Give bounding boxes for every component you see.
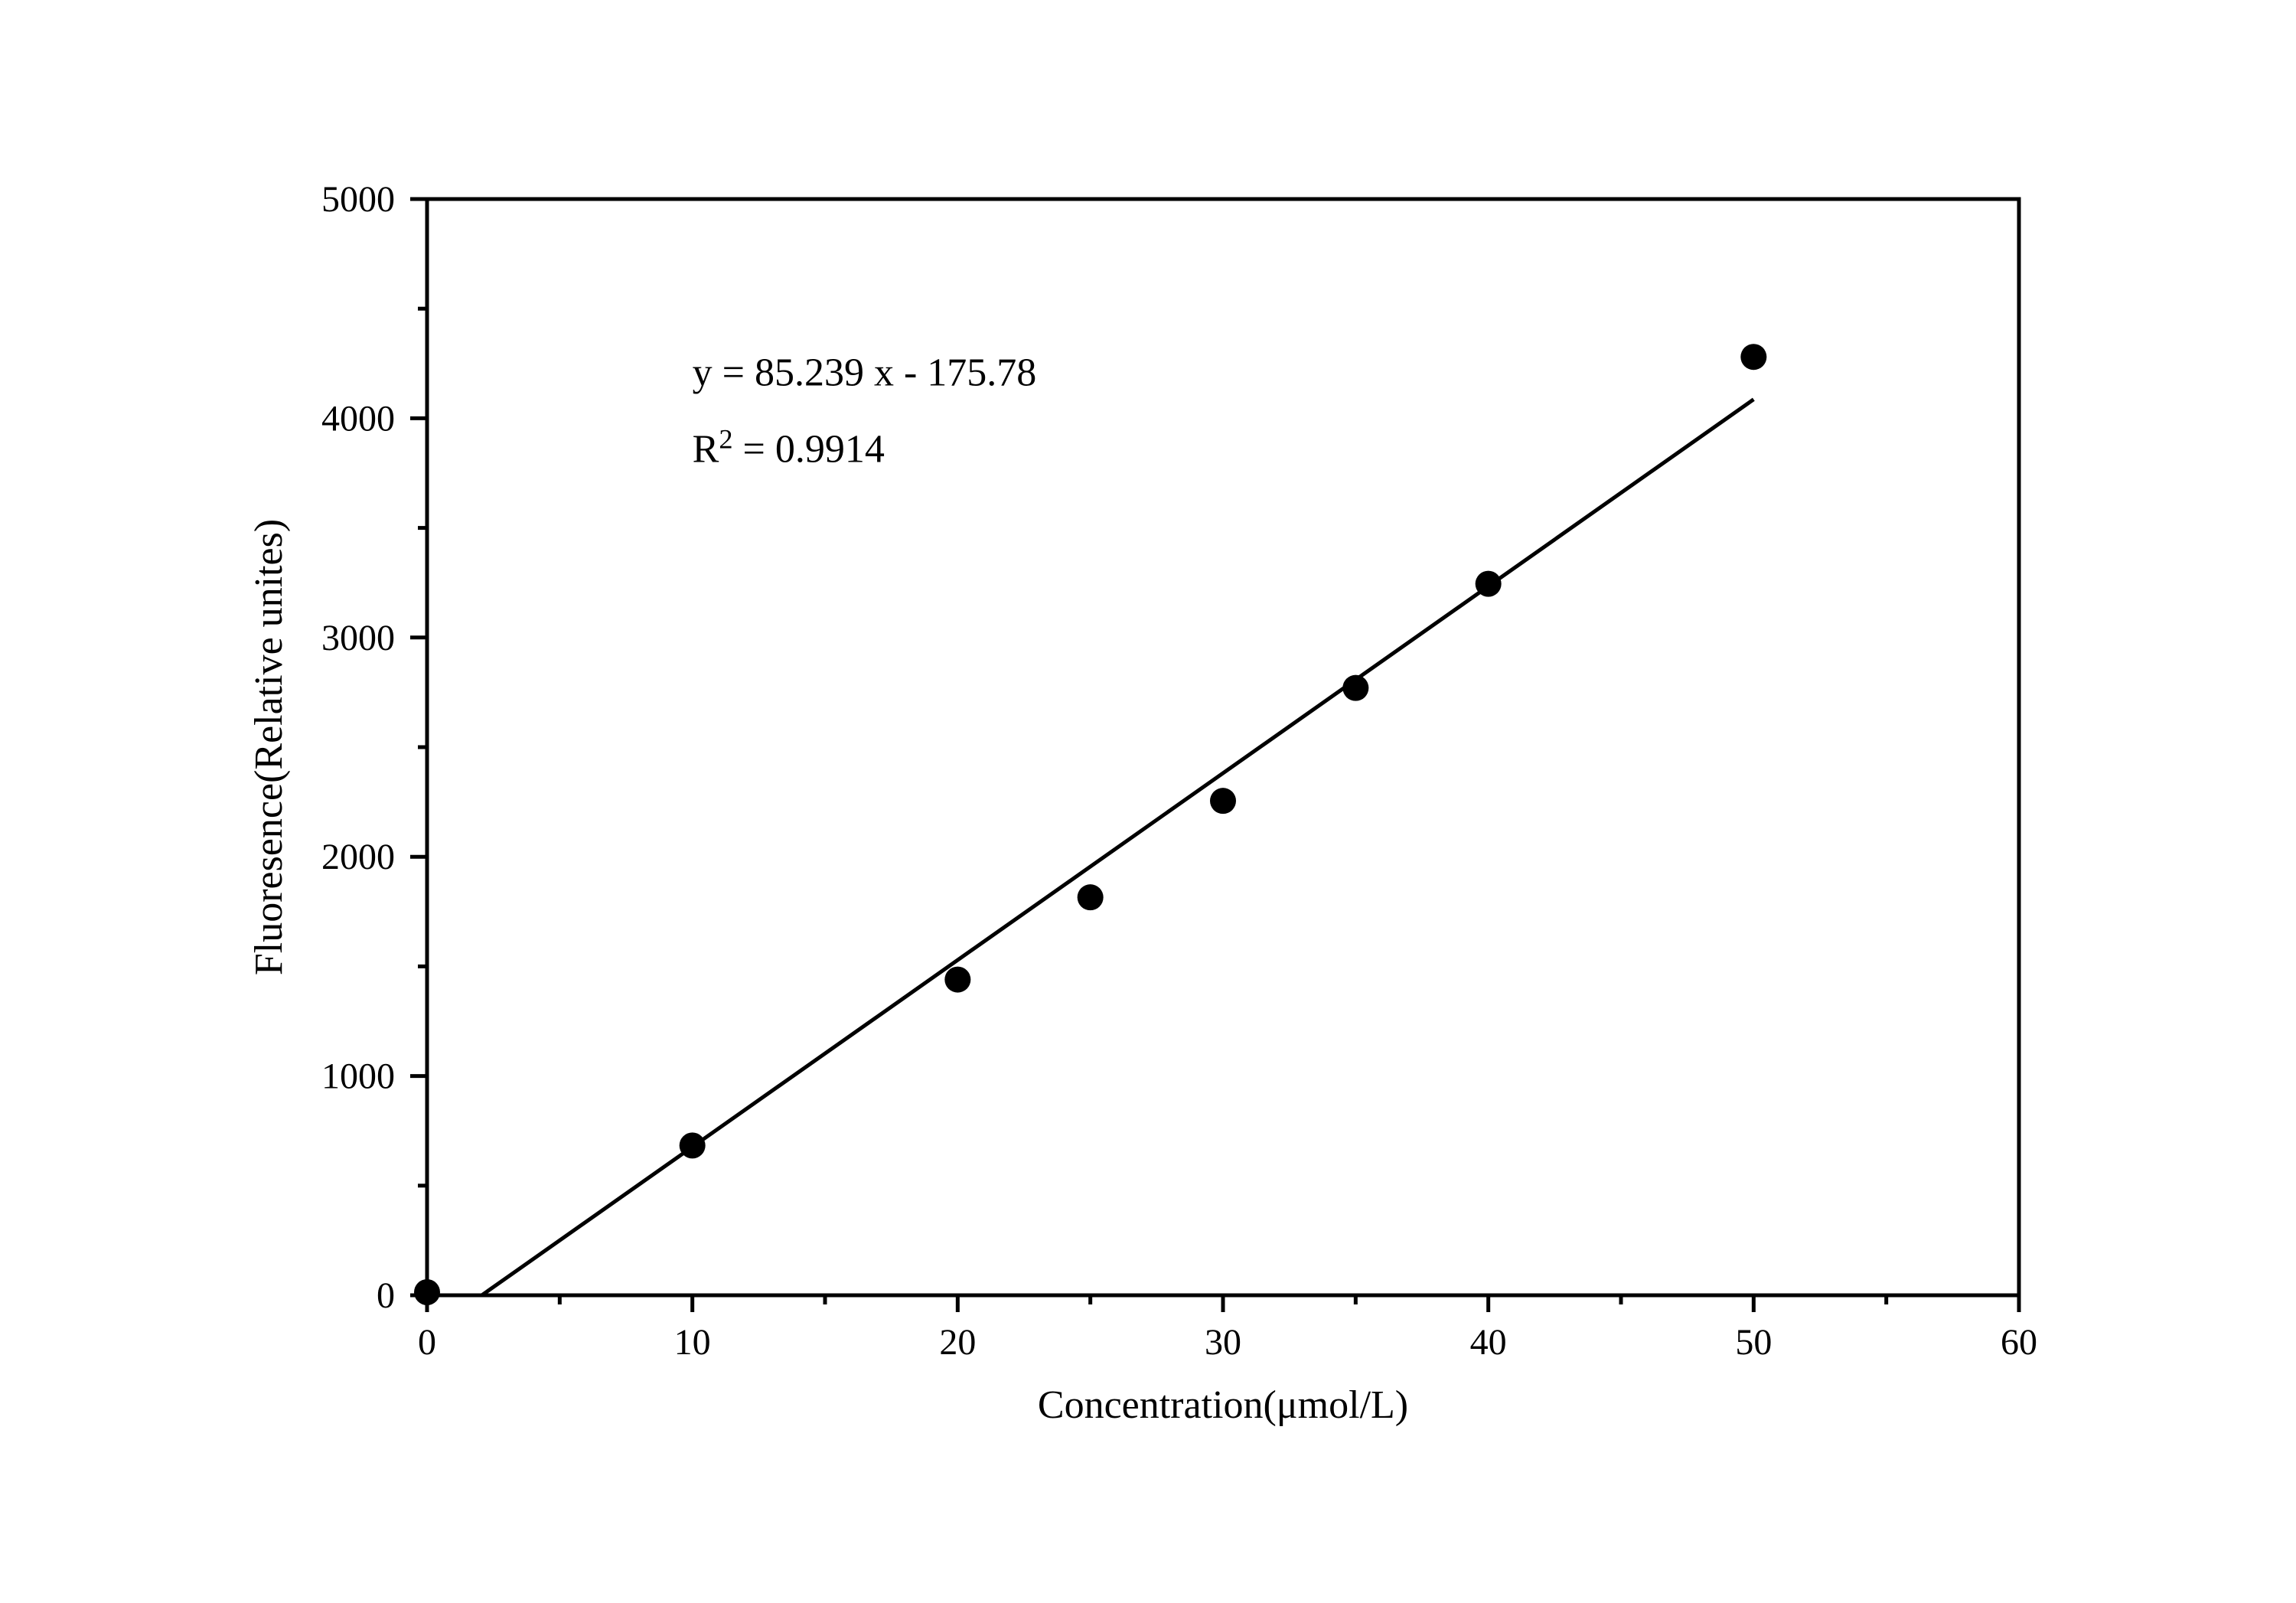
- equation-annotation: y = 85.239 x - 175.78: [693, 351, 1037, 394]
- scatter-chart: 0 10 20 30 40 50 60 Concentration(μmol/L) 0 1000 2…: [0, 0, 2296, 1603]
- data-point: [414, 1279, 440, 1305]
- x-tick-label: 50: [1735, 1322, 1772, 1363]
- y-tick-label: 4000: [321, 398, 395, 439]
- x-tick-label: 40: [1470, 1322, 1507, 1363]
- x-tick-label: 60: [2001, 1322, 2037, 1363]
- y-tick-label: 5000: [321, 179, 395, 220]
- y-axis-label: Fluoresence(Relative unites): [247, 519, 291, 975]
- y-tick-label: 0: [377, 1275, 395, 1316]
- y-tick-label: 2000: [321, 837, 395, 877]
- data-point: [1476, 571, 1502, 597]
- data-point: [1210, 788, 1236, 814]
- data-point: [1740, 344, 1766, 370]
- data-point: [680, 1132, 706, 1158]
- x-tick-label: 10: [674, 1322, 711, 1363]
- data-point: [944, 967, 970, 993]
- chart-container: 0 10 20 30 40 50 60 Concentration(μmol/L) 0 1000 2…: [0, 0, 2296, 1603]
- y-tick-label: 1000: [321, 1056, 395, 1097]
- x-tick-label: 20: [939, 1322, 976, 1363]
- y-tick-label: 3000: [321, 618, 395, 658]
- data-point: [1342, 675, 1368, 701]
- x-tick-label: 0: [418, 1322, 436, 1363]
- data-point: [1078, 884, 1104, 910]
- x-axis-label: Concentration(μmol/L): [1038, 1383, 1408, 1427]
- x-tick-label: 30: [1205, 1322, 1241, 1363]
